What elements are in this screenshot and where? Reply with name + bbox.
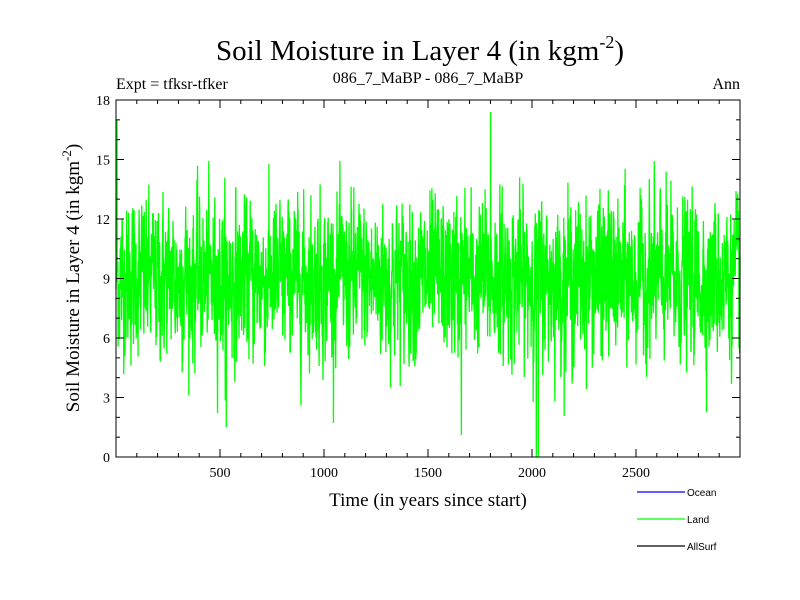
legend-label-land: Land (687, 515, 709, 526)
y-tick-label: 3 (103, 392, 110, 407)
legend-label-ocean: Ocean (687, 488, 716, 499)
series-line-land (115, 111, 741, 458)
y-tick-label: 6 (103, 332, 110, 347)
ticks-group: 0 3 6 9 12 15 18 500 1000 1500 2000 2500 (96, 94, 740, 481)
y-tick-label: 18 (96, 94, 110, 109)
legend-label-allsurf: AllSurf (687, 542, 717, 553)
x-tick-label: 1000 (310, 466, 338, 481)
x-axis-label: Time (in years since start) (329, 490, 527, 511)
y-axis-label: Soil Moisture in Layer 4 (in kgm-2) (59, 144, 84, 412)
x-tick-label: 1500 (414, 466, 442, 481)
y-tick-label: 12 (96, 213, 110, 228)
y-tick-label: 15 (96, 154, 110, 169)
x-tick-label: 2000 (518, 466, 546, 481)
x-tick-label: 500 (210, 466, 231, 481)
series-group (115, 111, 741, 458)
chart-title: Soil Moisture in Layer 4 (in kgm-2) (216, 32, 624, 67)
legend: Ocean Land AllSurf (637, 488, 717, 553)
x-tick-label: 2500 (622, 466, 650, 481)
y-tick-label: 0 (103, 451, 110, 466)
period-label: 086_7_MaBP - 086_7_MaBP (333, 70, 524, 87)
y-tick-label: 9 (103, 273, 110, 288)
season-label: Ann (712, 76, 740, 93)
experiment-label: Expt = tfksr-tfker (116, 76, 228, 93)
